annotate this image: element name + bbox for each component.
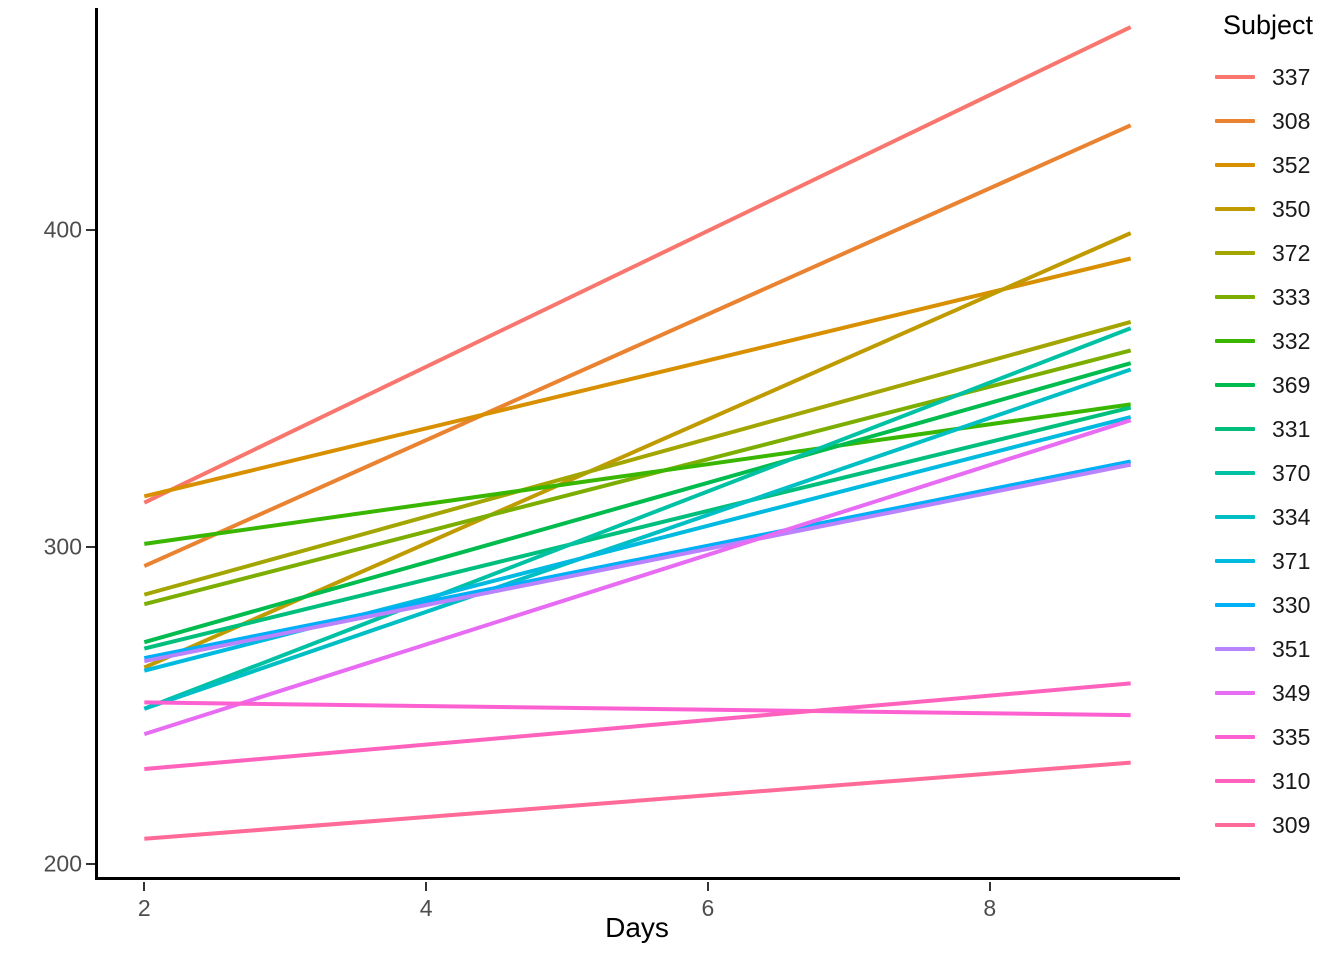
legend-item[interactable]: 351: [1215, 627, 1344, 671]
legend-item[interactable]: 335: [1215, 715, 1344, 759]
series-line: [143, 405, 1132, 651]
legend-key-swatch: [1215, 515, 1255, 519]
legend-key-swatch: [1215, 823, 1255, 827]
plot-panel: [95, 8, 1180, 880]
legend-key-swatch: [1215, 779, 1255, 783]
y-tick-label: 300: [43, 533, 82, 560]
series-line: [144, 700, 1131, 718]
y-axis-title: Reaction Time: [0, 366, 5, 546]
series-line: [144, 760, 1131, 841]
y-tick-mark: [86, 546, 95, 549]
y-tick-label: 200: [43, 850, 82, 877]
legend-key-swatch: [1215, 691, 1255, 695]
series-line: [143, 25, 1132, 505]
legend-item[interactable]: 369: [1215, 363, 1344, 407]
legend-item[interactable]: 349: [1215, 671, 1344, 715]
legend-item[interactable]: 370: [1215, 451, 1344, 495]
y-tick-mark: [86, 228, 95, 231]
legend-key-swatch: [1215, 339, 1255, 343]
legend-item[interactable]: 371: [1215, 539, 1344, 583]
legend-items: 337 308 352 350 372 333 332 369 331 370 334 371 330 3…: [1215, 55, 1344, 847]
legend-title: Subject: [1223, 10, 1314, 40]
legend-item-label: 371: [1272, 547, 1311, 574]
legend-item-label: 372: [1272, 239, 1311, 266]
x-tick-mark: [706, 882, 709, 891]
legend-key-swatch: [1215, 559, 1255, 563]
y-axis-line: [95, 8, 98, 880]
legend-item[interactable]: 332: [1215, 319, 1344, 363]
y-tick-mark: [86, 863, 95, 866]
series-line: [144, 681, 1131, 772]
legend-item-label: 352: [1272, 151, 1311, 178]
series-line: [143, 319, 1132, 597]
legend-key-swatch: [1215, 383, 1255, 387]
legend-item-label: 332: [1272, 327, 1311, 354]
legend-item-label: 310: [1272, 767, 1311, 794]
x-tick-label: 6: [701, 895, 715, 921]
series-line: [143, 361, 1132, 645]
series-line: [143, 462, 1132, 664]
legend-item-label: 349: [1272, 679, 1311, 706]
x-axis-line: [95, 877, 1180, 880]
legend-key-swatch: [1215, 295, 1255, 299]
legend-item[interactable]: 308: [1215, 99, 1344, 143]
x-axis-title: Days: [605, 912, 669, 943]
series-line: [143, 348, 1132, 607]
legend-key-swatch: [1215, 119, 1255, 123]
series-line: [143, 326, 1132, 711]
legend-item-label: 333: [1272, 283, 1311, 310]
x-tick-mark: [143, 882, 146, 891]
series-line: [143, 256, 1132, 499]
legend-item-label: 370: [1272, 459, 1311, 486]
legend-item[interactable]: 334: [1215, 495, 1344, 539]
legend-item[interactable]: 331: [1215, 407, 1344, 451]
series-line: [143, 367, 1132, 711]
legend-key-swatch: [1215, 251, 1255, 255]
legend-key-swatch: [1215, 207, 1255, 211]
legend-item[interactable]: 330: [1215, 583, 1344, 627]
series-line: [143, 459, 1132, 660]
legend-item[interactable]: 350: [1215, 187, 1344, 231]
x-tick-label: 2: [137, 895, 151, 921]
legend-item[interactable]: 333: [1215, 275, 1344, 319]
legend-item-label: 334: [1272, 503, 1311, 530]
legend-item-label: 351: [1272, 635, 1311, 662]
legend-item-label: 330: [1272, 591, 1311, 618]
x-tick-mark: [425, 882, 428, 891]
legend-key-swatch: [1215, 603, 1255, 607]
x-tick-label: 8: [983, 895, 997, 921]
legend-item[interactable]: 372: [1215, 231, 1344, 275]
series-line: [143, 123, 1132, 568]
y-tick-label: 400: [43, 216, 82, 243]
series-line: [144, 402, 1131, 546]
legend-item[interactable]: 337: [1215, 55, 1344, 99]
legend-item-label: 337: [1272, 63, 1311, 90]
legend-item-label: 350: [1272, 195, 1311, 222]
legend-key-swatch: [1215, 471, 1255, 475]
series-line: [143, 418, 1132, 737]
x-tick-label: 4: [419, 895, 433, 921]
legend-key-swatch: [1215, 735, 1255, 739]
legend-item-label: 331: [1272, 415, 1311, 442]
legend-item[interactable]: 310: [1215, 759, 1344, 803]
legend-item-label: 308: [1272, 107, 1311, 134]
legend-item-label: 335: [1272, 723, 1311, 750]
x-tick-mark: [988, 882, 991, 891]
legend-item-label: 369: [1272, 371, 1311, 398]
series-canvas: [143, 25, 1132, 841]
legend-key-swatch: [1215, 647, 1255, 651]
legend: Subject 337 308 352 350 372 333 332 369 331 370 33…: [1215, 10, 1344, 847]
legend-item[interactable]: 352: [1215, 143, 1344, 187]
legend-item-label: 309: [1272, 811, 1311, 838]
legend-key-swatch: [1215, 163, 1255, 167]
legend-item[interactable]: 309: [1215, 803, 1344, 847]
legend-key-swatch: [1215, 75, 1255, 79]
legend-key-swatch: [1215, 427, 1255, 431]
